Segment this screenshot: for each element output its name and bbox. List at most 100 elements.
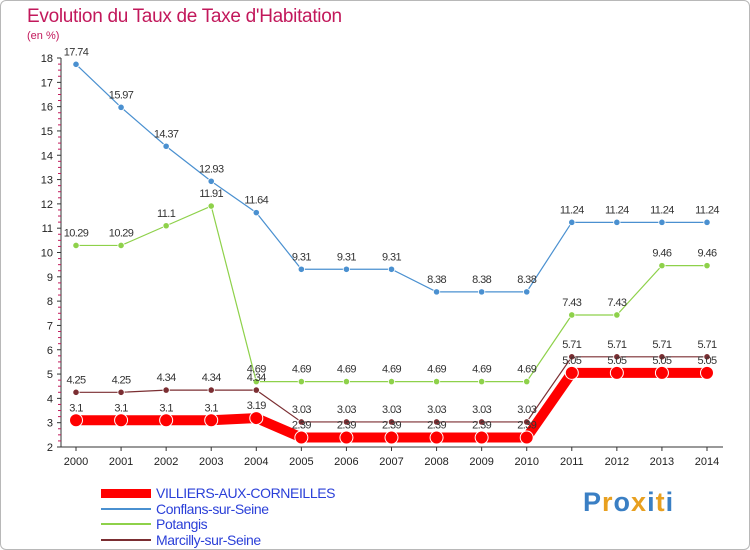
data-point [249,411,264,426]
data-point [703,353,711,361]
data-label: 7.43 [607,297,626,309]
proxiti-logo: Proxiti [583,487,674,518]
legend-label: Marcilly-sur-Seine [156,531,261,548]
x-tick-label: 2014 [695,456,719,468]
y-tick-label: 4 [47,393,53,405]
data-point [519,430,534,445]
y-tick-label: 10 [41,248,53,260]
legend-label: Conflans-sur-Seine [156,500,269,517]
x-tick-label: 2010 [514,456,538,468]
data-label: 4.34 [157,372,176,384]
data-point [523,288,531,296]
data-point [478,418,486,426]
data-point [387,418,396,426]
data-point [297,377,305,386]
x-tick-label: 2013 [650,456,674,468]
y-tick-label: 18 [41,53,53,65]
data-label: 2.39 [472,420,491,432]
data-point [297,265,305,273]
y-tick-label: 7 [47,320,53,332]
logo-letter: o [613,487,632,517]
data-point [294,430,309,445]
data-label: 4.34 [247,372,266,384]
data-label: 9.46 [652,248,671,260]
data-label: 4.25 [66,374,85,386]
data-label: 8.38 [427,274,446,286]
data-point [162,222,170,230]
data-point [252,209,260,217]
data-point [117,241,125,250]
data-point [387,265,396,273]
data-point [117,388,125,396]
data-label: 2.39 [337,420,356,432]
data-point [429,430,444,445]
data-label: 10.29 [64,227,89,239]
data-label: 7.43 [562,297,581,309]
data-point [432,418,441,426]
y-tick-label: 15 [41,126,53,138]
data-label: 5.71 [652,339,671,351]
x-tick-label: 2007 [379,456,403,468]
data-label: 15.97 [109,89,134,101]
data-label: 17.74 [64,46,89,58]
data-point [342,265,351,273]
data-point [72,60,80,68]
data-label: 11.1 [157,208,176,220]
x-tick-label: 2004 [244,456,268,468]
data-label: 4.69 [382,364,401,376]
x-tick-label: 2003 [199,456,223,468]
data-label: 11.24 [695,204,719,216]
data-point [564,365,579,380]
data-label: 5.05 [607,355,626,367]
data-label: 9.31 [292,251,311,263]
data-label: 11.91 [199,188,223,200]
y-tick-label: 13 [41,175,53,187]
data-label: 5.71 [607,339,626,351]
y-tick-label: 11 [42,223,53,235]
data-point [613,311,621,319]
x-tick-label: 2005 [289,456,313,468]
data-point [613,218,621,226]
data-label: 3.1 [69,402,83,414]
data-point [474,430,489,445]
data-point [207,202,215,210]
x-tick-label: 2000 [64,456,88,468]
y-tick-label: 9 [47,272,53,284]
y-tick-label: 14 [41,150,53,162]
legend-swatch [101,523,151,525]
data-point [658,218,666,226]
data-label: 3.1 [204,402,218,414]
data-label: 3.03 [517,404,536,416]
logo-letter: P [583,487,603,517]
data-label: 4.69 [517,364,536,376]
data-point [72,388,80,396]
data-point [700,365,714,380]
data-point [162,142,170,150]
logo-letter: i [647,487,656,517]
x-tick-label: 2009 [469,456,493,468]
data-point [69,413,83,428]
data-point [523,418,531,426]
y-tick-label: 2 [47,442,53,454]
y-unit-label: (en %) [27,30,60,42]
data-label: 8.38 [472,274,491,286]
data-point [114,413,129,428]
data-label: 4.34 [202,372,221,384]
data-label: 11.24 [560,204,584,216]
data-label: 3.03 [382,404,401,416]
data-label: 11.24 [650,204,674,216]
y-tick-label: 8 [47,296,53,308]
data-label: 14.37 [154,128,179,140]
data-point [207,177,215,185]
data-label: 2.39 [427,420,446,432]
data-label: 12.93 [199,163,224,175]
data-point [432,288,441,296]
data-label: 3.03 [292,404,311,416]
data-point [432,377,441,386]
y-tick-label: 16 [41,102,53,114]
x-tick-label: 2008 [424,456,448,468]
logo-letter: x [631,487,648,517]
data-label: 4.25 [112,374,131,386]
